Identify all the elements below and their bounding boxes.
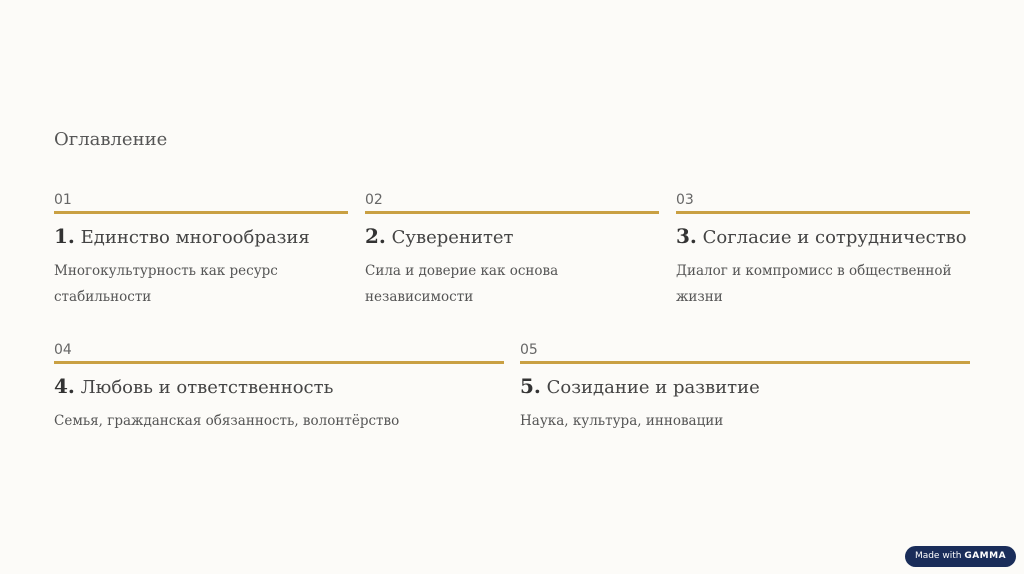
badge-prefix: Made with — [914, 551, 962, 561]
item-heading: 5. Созидание и развитие — [520, 374, 970, 398]
item-heading-text: Единство многообразия — [80, 227, 310, 248]
item-index: 4. — [54, 374, 75, 398]
item-heading: 2. Суверенитет — [365, 224, 659, 248]
gamma-logo: GAMMA — [964, 551, 1007, 561]
item-heading: 1. Единство многообразия — [54, 224, 348, 248]
toc-item-2[interactable]: 02 2. Суверенитет Сила и доверие как осн… — [365, 190, 659, 310]
divider — [676, 211, 970, 214]
toc-item-1[interactable]: 01 1. Единство многообразия Многокультур… — [54, 190, 348, 310]
item-number: 05 — [520, 342, 538, 358]
divider — [520, 361, 970, 364]
item-index: 5. — [520, 374, 541, 398]
item-index: 2. — [365, 224, 386, 248]
divider — [54, 361, 504, 364]
item-heading: 4. Любовь и ответственность — [54, 374, 504, 398]
toc-item-3[interactable]: 03 3. Согласие и сотрудничество Диалог и… — [676, 190, 970, 310]
page-title: Оглавление — [54, 129, 168, 150]
item-index: 3. — [676, 224, 697, 248]
item-number: 03 — [676, 192, 694, 208]
item-description: Диалог и компромисс в общественной жизни — [676, 263, 952, 305]
item-number: 02 — [365, 192, 383, 208]
item-description: Семья, гражданская обязанность, волонтёр… — [54, 413, 400, 429]
item-heading-text: Созидание и развитие — [546, 377, 760, 398]
item-description: Наука, культура, инновации — [520, 413, 724, 429]
item-number: 04 — [54, 342, 72, 358]
item-heading-text: Согласие и сотрудничество — [702, 227, 967, 248]
toc-item-5[interactable]: 05 5. Созидание и развитие Наука, культу… — [520, 340, 970, 434]
item-index: 1. — [54, 224, 75, 248]
divider — [365, 211, 659, 214]
item-heading-text: Суверенитет — [391, 227, 514, 248]
item-description: Многокультурность как ресурс стабильност… — [54, 263, 278, 305]
item-heading-text: Любовь и ответственность — [80, 377, 334, 398]
toc-item-4[interactable]: 04 4. Любовь и ответственность Семья, гр… — [54, 340, 504, 434]
item-description: Сила и доверие как основа независимости — [365, 263, 559, 305]
item-number: 01 — [54, 192, 72, 208]
item-heading: 3. Согласие и сотрудничество — [676, 224, 970, 248]
divider — [54, 211, 348, 214]
made-with-gamma-badge[interactable]: Made with GAMMA — [905, 546, 1016, 567]
